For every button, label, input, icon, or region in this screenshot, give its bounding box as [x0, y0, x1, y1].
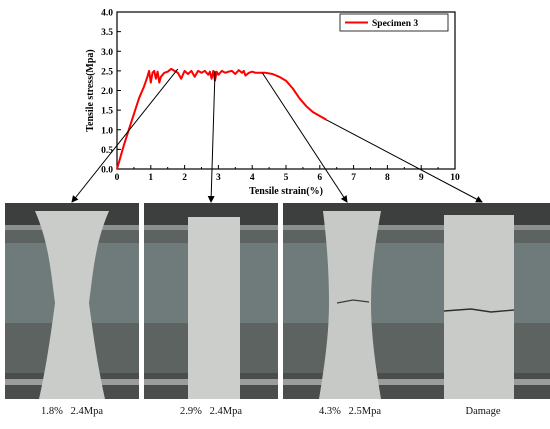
y-tick-label: 4.0 [101, 9, 113, 19]
specimen-image [5, 203, 139, 399]
specimen-image [144, 203, 278, 399]
specimen-photo-1 [5, 203, 139, 399]
specimen-image [416, 203, 550, 399]
y-tick-label: 2.5 [101, 67, 113, 77]
y-tick-label: 1.0 [101, 126, 113, 136]
x-tick-label: 5 [284, 173, 289, 183]
x-tick-label: 2 [182, 173, 187, 183]
y-tick-label: 0.5 [101, 146, 113, 156]
photo-caption-2: 2.9% 2.4Mpa [179, 406, 243, 417]
x-tick-label: 6 [317, 173, 322, 183]
x-tick-label: 4 [250, 173, 255, 183]
specimen-photo-4 [416, 203, 550, 399]
y-tick-label: 2.0 [101, 87, 113, 97]
x-tick-label: 3 [216, 173, 221, 183]
photo-caption-3: 4.3% 2.5Mpa [318, 406, 382, 417]
y-tick-label: 3.5 [101, 28, 113, 38]
x-tick-label: 0 [115, 173, 120, 183]
y-axis-label: Tensile stress(Mpa) [85, 49, 96, 132]
y-tick-label: 1.5 [101, 107, 113, 117]
series-line [116, 67, 328, 170]
legend-label: Specimen 3 [372, 19, 418, 29]
legend-box [339, 13, 449, 32]
specimen-photo-3 [283, 203, 417, 399]
photo-caption-4: Damage [465, 406, 501, 417]
x-tick-label: 9 [419, 173, 424, 183]
photo-caption-1: 1.8% 2.4Mpa [40, 406, 104, 417]
stress-strain-chart: 0 1 2 3 4 5 6 7 8 9 10 0.0 0.5 1.0 1.5 2.0 2.5 3.0 3.5 4.0 T… [85, 9, 460, 198]
specimen-image [283, 203, 417, 399]
legend: Specimen 3 [339, 13, 449, 32]
x-tick-label: 7 [351, 173, 356, 183]
x-tick-label: 1 [148, 173, 153, 183]
x-tick-label: 10 [450, 173, 460, 183]
specimen-photo-2 [144, 203, 278, 399]
y-tick-label: 3.0 [101, 48, 113, 58]
x-tick-label: 8 [385, 173, 390, 183]
y-tick-label: 0.0 [101, 166, 113, 176]
x-axis-label: Tensile strain(%) [249, 186, 323, 197]
plot-frame [116, 11, 456, 170]
